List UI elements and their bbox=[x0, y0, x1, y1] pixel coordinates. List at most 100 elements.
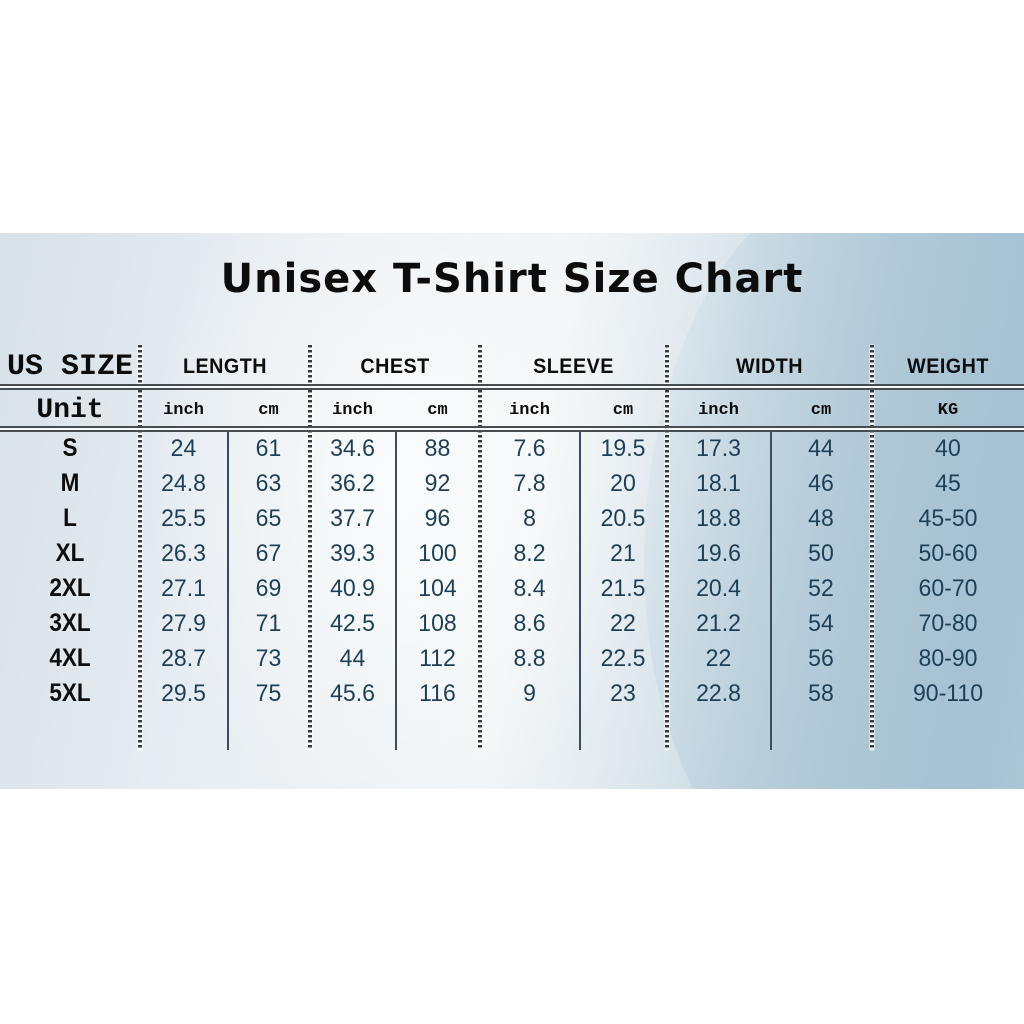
value-cell: 75 bbox=[255, 679, 282, 707]
page-title: Unisex T-Shirt Size Chart bbox=[220, 256, 804, 302]
size-label: XL bbox=[55, 539, 85, 567]
size-label: 2XL bbox=[49, 574, 91, 602]
value-cell: 8.4 bbox=[513, 574, 546, 602]
unit-width-cm: cm bbox=[810, 400, 832, 420]
size-label: 5XL bbox=[49, 679, 91, 707]
value-cell: 90-110 bbox=[912, 679, 984, 707]
header-us-size: US SIZE bbox=[6, 350, 134, 384]
value-cell: 54 bbox=[808, 609, 834, 637]
value-cell: 8.8 bbox=[513, 644, 546, 672]
unit-chest-inch: inch bbox=[332, 400, 373, 420]
value-cell: 69 bbox=[255, 574, 282, 602]
value-cell: 36.2 bbox=[330, 469, 375, 497]
unit-sleeve-inch: inch bbox=[509, 400, 550, 420]
value-cell: 116 bbox=[419, 679, 456, 707]
value-cell: 42.5 bbox=[330, 609, 375, 637]
value-cell: 70-80 bbox=[918, 609, 978, 637]
value-cell: 88 bbox=[424, 434, 451, 462]
background-swoosh bbox=[644, 233, 1024, 789]
value-cell: 8.2 bbox=[513, 539, 546, 567]
value-cell: 24 bbox=[170, 434, 197, 462]
size-label: M bbox=[60, 469, 80, 497]
value-cell: 45 bbox=[935, 469, 961, 497]
value-cell: 18.8 bbox=[696, 504, 741, 532]
value-cell: 60-70 bbox=[918, 574, 978, 602]
value-cell: 96 bbox=[424, 504, 451, 532]
value-cell: 24.8 bbox=[161, 469, 206, 497]
value-cell: 22.8 bbox=[696, 679, 741, 707]
value-cell: 22 bbox=[610, 609, 636, 637]
value-cell: 46 bbox=[808, 469, 834, 497]
unit-length-cm: cm bbox=[258, 400, 279, 420]
unit-length-inch: inch bbox=[163, 400, 204, 420]
value-cell: 40 bbox=[935, 434, 961, 462]
value-cell: 80-90 bbox=[918, 644, 978, 672]
size-label: S bbox=[62, 434, 78, 462]
value-cell: 19.6 bbox=[696, 539, 741, 567]
value-cell: 8.6 bbox=[513, 609, 546, 637]
value-cell: 22.5 bbox=[600, 644, 646, 672]
header-sleeve: SLEEVE bbox=[533, 355, 614, 378]
value-cell: 21.5 bbox=[600, 574, 646, 602]
value-cell: 45.6 bbox=[330, 679, 375, 707]
unit-weight-kg: KG bbox=[937, 400, 959, 420]
value-cell: 7.8 bbox=[513, 469, 546, 497]
value-cell: 92 bbox=[424, 469, 451, 497]
value-cell: 17.3 bbox=[696, 434, 741, 462]
value-cell: 67 bbox=[255, 539, 282, 567]
gradient-background bbox=[0, 233, 1024, 789]
value-cell: 23 bbox=[610, 679, 636, 707]
value-cell: 63 bbox=[255, 469, 282, 497]
value-cell: 20 bbox=[610, 469, 636, 497]
value-cell: 100 bbox=[418, 539, 457, 567]
header-width: WIDTH bbox=[735, 355, 804, 378]
value-cell: 20.4 bbox=[696, 574, 741, 602]
value-cell: 21.2 bbox=[696, 609, 741, 637]
value-cell: 19.5 bbox=[600, 434, 646, 462]
value-cell: 34.6 bbox=[330, 434, 375, 462]
value-cell: 104 bbox=[418, 574, 457, 602]
value-cell: 27.1 bbox=[161, 574, 206, 602]
value-cell: 18.1 bbox=[696, 469, 741, 497]
value-cell: 50-60 bbox=[918, 539, 978, 567]
value-cell: 8 bbox=[523, 504, 536, 532]
header-chest: CHEST bbox=[360, 355, 430, 378]
value-cell: 65 bbox=[255, 504, 282, 532]
value-cell: 39.3 bbox=[330, 539, 375, 567]
value-cell: 40.9 bbox=[330, 574, 375, 602]
value-cell: 26.3 bbox=[161, 539, 206, 567]
value-cell: 7.6 bbox=[513, 434, 546, 462]
value-cell: 20.5 bbox=[600, 504, 646, 532]
size-table: US SIZE LENGTH CHEST SLEEVE WIDTH WEIGHT… bbox=[0, 345, 1024, 711]
header-weight: WEIGHT bbox=[907, 355, 989, 378]
value-cell: 22 bbox=[705, 644, 732, 672]
value-cell: 28.7 bbox=[161, 644, 206, 672]
size-label: 3XL bbox=[49, 609, 91, 637]
value-cell: 9 bbox=[523, 679, 536, 707]
value-cell: 48 bbox=[808, 504, 834, 532]
value-cell: 58 bbox=[808, 679, 834, 707]
unit-row-label: Unit bbox=[36, 394, 104, 426]
value-cell: 45-50 bbox=[918, 504, 978, 532]
size-label: 4XL bbox=[49, 644, 91, 672]
value-cell: 56 bbox=[808, 644, 834, 672]
value-cell: 25.5 bbox=[161, 504, 206, 532]
value-cell: 50 bbox=[808, 539, 834, 567]
value-cell: 44 bbox=[339, 644, 366, 672]
value-cell: 73 bbox=[255, 644, 282, 672]
value-cell: 71 bbox=[255, 609, 282, 637]
value-cell: 112 bbox=[419, 644, 456, 672]
value-cell: 108 bbox=[418, 609, 457, 637]
value-cell: 52 bbox=[808, 574, 834, 602]
unit-sleeve-cm: cm bbox=[612, 400, 634, 420]
header-length: LENGTH bbox=[183, 355, 267, 378]
value-cell: 21 bbox=[610, 539, 636, 567]
background-highlight bbox=[120, 233, 680, 789]
unit-width-inch: inch bbox=[698, 400, 739, 420]
value-cell: 27.9 bbox=[161, 609, 206, 637]
unit-chest-cm: cm bbox=[427, 400, 448, 420]
size-label: L bbox=[63, 504, 77, 532]
value-cell: 29.5 bbox=[161, 679, 206, 707]
value-cell: 61 bbox=[255, 434, 282, 462]
